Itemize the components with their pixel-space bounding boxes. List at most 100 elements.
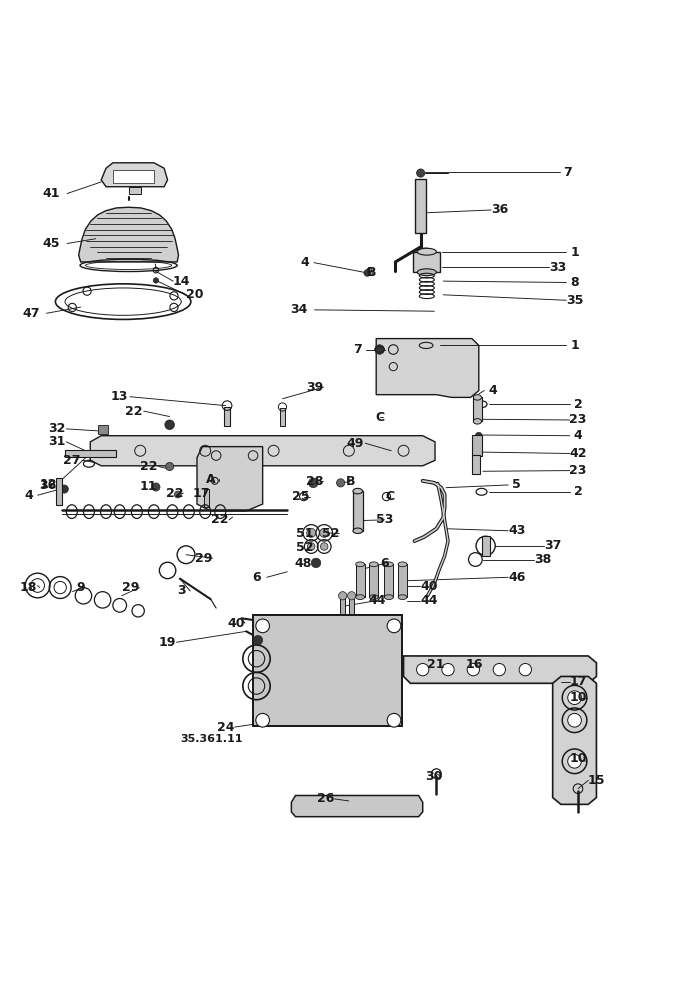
Circle shape	[253, 635, 263, 645]
Circle shape	[311, 558, 321, 568]
Polygon shape	[79, 207, 179, 262]
Ellipse shape	[384, 595, 393, 600]
Circle shape	[568, 691, 581, 705]
Polygon shape	[90, 436, 435, 466]
Polygon shape	[376, 339, 479, 397]
Text: 10: 10	[569, 752, 587, 765]
Text: 45: 45	[42, 237, 60, 250]
Polygon shape	[553, 676, 596, 804]
Ellipse shape	[356, 595, 365, 600]
Bar	[413, 252, 440, 272]
Circle shape	[339, 592, 347, 600]
Text: 5: 5	[512, 478, 521, 491]
Text: 18: 18	[20, 581, 38, 594]
Text: 35.361.11: 35.361.11	[181, 734, 244, 744]
Circle shape	[347, 592, 356, 600]
Bar	[356, 564, 365, 597]
Circle shape	[568, 754, 581, 768]
Ellipse shape	[417, 248, 436, 255]
Text: 9: 9	[77, 581, 85, 594]
Bar	[384, 564, 393, 597]
Text: 31: 31	[48, 435, 66, 448]
Bar	[472, 455, 480, 474]
Bar	[280, 408, 285, 426]
Text: 52: 52	[321, 527, 339, 540]
Circle shape	[153, 278, 159, 283]
Text: 41: 41	[42, 187, 60, 200]
Circle shape	[308, 543, 315, 550]
Ellipse shape	[356, 562, 365, 567]
Text: 19: 19	[158, 636, 176, 649]
Text: 23: 23	[569, 464, 587, 477]
Text: A: A	[206, 473, 215, 486]
Ellipse shape	[384, 562, 393, 567]
Ellipse shape	[353, 528, 363, 534]
Text: 47: 47	[22, 307, 40, 320]
Text: 29: 29	[122, 581, 140, 594]
Circle shape	[306, 528, 316, 537]
Text: 48: 48	[294, 557, 312, 570]
Text: 33: 33	[549, 261, 566, 274]
Text: 2: 2	[574, 485, 582, 498]
Circle shape	[337, 479, 345, 487]
Text: 36: 36	[39, 479, 57, 492]
Bar	[349, 596, 354, 616]
Bar	[482, 536, 490, 556]
Circle shape	[467, 663, 479, 676]
Text: 4: 4	[301, 256, 309, 269]
Text: 22: 22	[125, 405, 143, 418]
Circle shape	[320, 543, 328, 550]
Circle shape	[308, 478, 318, 488]
Text: 52: 52	[295, 541, 313, 554]
Text: 14: 14	[172, 275, 190, 288]
Text: 3: 3	[177, 584, 185, 597]
Ellipse shape	[398, 562, 407, 567]
Polygon shape	[291, 795, 423, 817]
Circle shape	[165, 420, 174, 430]
Text: 39: 39	[306, 381, 324, 394]
Polygon shape	[404, 656, 596, 683]
Ellipse shape	[417, 269, 436, 276]
Circle shape	[493, 663, 505, 676]
Text: 27: 27	[63, 454, 81, 467]
Bar	[398, 564, 407, 597]
Text: 7: 7	[564, 166, 572, 179]
Text: 1: 1	[570, 246, 579, 259]
Text: 7: 7	[353, 343, 361, 356]
Text: 13: 13	[111, 390, 129, 403]
Ellipse shape	[369, 595, 378, 600]
Circle shape	[387, 619, 401, 633]
Bar	[369, 564, 378, 597]
Circle shape	[475, 432, 482, 439]
Text: 20: 20	[186, 288, 204, 301]
Circle shape	[568, 713, 581, 727]
Text: 35: 35	[566, 294, 583, 307]
Ellipse shape	[353, 488, 363, 494]
Ellipse shape	[369, 562, 378, 567]
Circle shape	[319, 528, 329, 537]
Text: 12: 12	[39, 478, 57, 491]
Circle shape	[417, 169, 425, 177]
Bar	[353, 491, 363, 531]
Text: 6: 6	[252, 571, 261, 584]
Bar	[65, 450, 116, 457]
Bar	[253, 615, 402, 726]
Text: 32: 32	[48, 422, 66, 435]
Bar	[224, 407, 230, 426]
Circle shape	[152, 483, 160, 491]
Text: 34: 34	[290, 303, 308, 316]
Bar	[340, 596, 345, 616]
Text: 22: 22	[140, 460, 158, 473]
Circle shape	[364, 269, 371, 276]
Circle shape	[174, 491, 181, 498]
Bar	[204, 489, 209, 507]
Text: 6: 6	[380, 557, 389, 570]
Bar	[473, 397, 482, 421]
Text: 1: 1	[570, 339, 579, 352]
Ellipse shape	[398, 595, 407, 600]
Text: 43: 43	[508, 524, 526, 537]
Text: 8: 8	[570, 276, 579, 289]
Text: 51: 51	[296, 527, 314, 540]
Bar	[129, 187, 141, 194]
Text: C: C	[376, 411, 385, 424]
